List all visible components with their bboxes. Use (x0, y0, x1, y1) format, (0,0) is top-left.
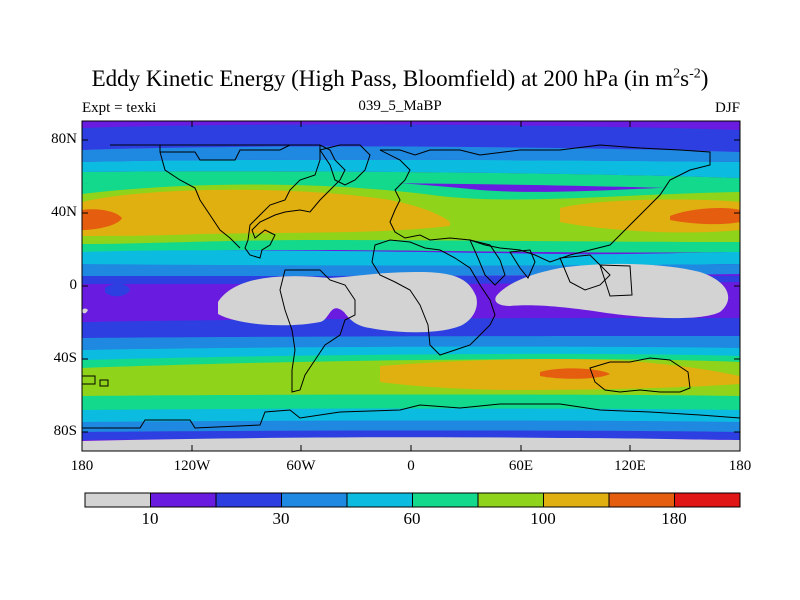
lat-label-80n: 80N (51, 131, 77, 147)
lat-label-40s: 40S (53, 350, 77, 366)
colorbar-swatch (674, 492, 741, 508)
colorbar-swatch (543, 492, 610, 508)
colorbar-label-100: 100 (530, 509, 556, 528)
contour-field (82, 121, 740, 451)
lat-label-0: 0 (69, 277, 78, 293)
plot-title: Eddy Kinetic Energy (High Pass, Bloomfie… (91, 66, 709, 91)
lon-label-180w: 180 (70, 458, 94, 474)
colorbar-label-60: 60 (403, 509, 421, 528)
colorbar-label-10: 10 (141, 509, 159, 528)
colorbar-swatch (150, 492, 217, 508)
colorbar-label-30: 30 (272, 509, 290, 528)
lon-label-120e: 120E (614, 458, 646, 474)
colorbar-swatch (477, 492, 544, 508)
colorbar-swatch (346, 492, 413, 508)
colorbar-swatch (215, 492, 282, 508)
colorbar (84, 492, 741, 508)
lon-label-60e: 60E (508, 458, 534, 474)
lat-label-80s: 80S (53, 423, 77, 439)
colorbar-swatch (412, 492, 479, 508)
lon-label-0: 0 (407, 458, 415, 474)
coastlines (82, 144, 740, 429)
colorbar-label-180: 180 (661, 509, 687, 528)
lon-label-60w: 60W (286, 458, 316, 474)
lon-label-180e: 180 (728, 458, 752, 474)
colorbar-swatch (84, 492, 151, 508)
run-label: 039_5_MaBP (358, 98, 442, 114)
colorbar-swatch (608, 492, 675, 508)
season-label: DJF (714, 100, 740, 116)
axis-ticks (81, 121, 741, 451)
colorbar-swatch (281, 492, 348, 508)
lon-label-120w: 120W (173, 458, 211, 474)
experiment-label: Expt = texki (82, 100, 157, 116)
lat-label-40n: 40N (51, 204, 77, 220)
